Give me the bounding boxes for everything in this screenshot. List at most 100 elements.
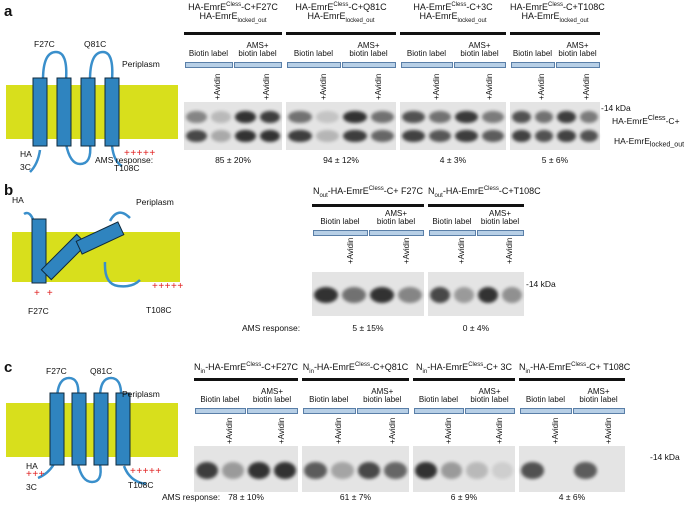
lane-box-c2-2 xyxy=(356,408,409,414)
avidin-label-a1-2: +Avidin xyxy=(262,73,272,100)
avidin-label-c3-2: +Avidin xyxy=(494,417,504,444)
ams-response-label-b: AMS response: xyxy=(242,323,301,333)
helix-a1 xyxy=(32,77,48,147)
blot-a2 xyxy=(286,102,396,150)
lane-box-b1-2 xyxy=(369,230,424,236)
band-a4-3-2 xyxy=(557,129,576,143)
group-heading-c4: Nin-HA-EmrECless-C+ T108C xyxy=(519,362,631,375)
lane-label-b2-2: AMS+ biotin label xyxy=(480,209,520,227)
ams-response-a3: 4 ± 3% xyxy=(439,155,467,165)
band-a1-2-1 xyxy=(210,110,231,124)
avidin-label-a2-2: +Avidin xyxy=(374,73,384,100)
band-a4-4-1 xyxy=(579,110,598,124)
band-b1-4-1 xyxy=(398,287,422,304)
ha-tail-a xyxy=(29,149,42,173)
lane-label-b1-1: Biotin label xyxy=(320,217,360,226)
avidin-label-c4-2: +Avidin xyxy=(603,417,613,444)
lane-label-a1-1: Biotin label xyxy=(188,49,229,58)
ams-response-c3: 6 ± 9% xyxy=(450,492,478,502)
ams-response-label-c: AMS response: xyxy=(162,492,221,502)
band-a4-3-1 xyxy=(557,110,576,124)
group-bar-a4 xyxy=(510,32,600,35)
avidin-label-a3-1: +Avidin xyxy=(431,73,441,100)
band-a1-2-2 xyxy=(210,129,231,143)
band-a4-1-2 xyxy=(512,129,531,143)
avidin-label-b1-1: +Avidin xyxy=(345,237,355,264)
panel-label-c: c xyxy=(4,359,13,376)
diagram-c-label-t108c: T108C xyxy=(128,480,154,490)
avidin-label-b2-1: +Avidin xyxy=(456,237,466,264)
diagram-c xyxy=(6,376,178,486)
lane-label-b2-1: Biotin label xyxy=(432,217,472,226)
band-c2-2-1 xyxy=(330,462,354,479)
band-c4-3-1 xyxy=(574,462,597,479)
lane-box-a1-1 xyxy=(185,62,233,68)
lane-label-a4-2: AMS+ biotin label xyxy=(558,41,597,59)
ha-tail-c xyxy=(37,463,56,480)
c-tail-c xyxy=(122,465,147,486)
blot-a3 xyxy=(400,102,506,150)
lane-box-c4-1 xyxy=(520,408,572,414)
group-bar-b2 xyxy=(428,204,524,207)
band-b2-3-1 xyxy=(478,287,498,304)
group-heading-a4: HA-EmrECless-C+T108C HA-EmrElocked_out xyxy=(510,2,605,25)
band-a3-1-1 xyxy=(402,110,425,124)
band-a2-4-1 xyxy=(370,110,394,124)
band-a1-1-2 xyxy=(186,129,207,143)
band-c3-4-1 xyxy=(491,462,513,479)
band-c1-1-1 xyxy=(196,462,218,479)
blot-a1 xyxy=(184,102,282,150)
loop-a2 xyxy=(64,143,92,166)
lane-box-a4-1 xyxy=(511,62,555,68)
band-c3-1-1 xyxy=(415,462,437,479)
helix-a3 xyxy=(80,77,96,147)
lane-box-c4-2 xyxy=(573,408,625,414)
ams-response-label-a: AMS response: xyxy=(95,155,154,165)
band-b1-3-1 xyxy=(370,287,394,304)
band-a2-1-2 xyxy=(288,129,312,143)
band-a3-3-2 xyxy=(455,129,478,143)
band-c2-4-1 xyxy=(384,462,407,479)
lane-label-c1-2: AMS+ biotin label xyxy=(252,387,292,405)
lane-label-c2-2: AMS+ biotin label xyxy=(363,387,402,405)
group-bar-c1 xyxy=(194,378,298,381)
diagram-a-label-q81c: Q81C xyxy=(84,39,107,49)
band-a2-2-2 xyxy=(315,129,339,143)
band-label-a-upper: HA-EmrECless-C+ xyxy=(612,114,680,126)
marker-c: -14 kDa xyxy=(650,452,680,462)
diagram-b-label-f27c: F27C xyxy=(28,306,49,316)
avidin-label-c2-1: +Avidin xyxy=(334,417,344,444)
ams-response-c2: 61 ± 7% xyxy=(339,492,372,502)
band-a4-4-2 xyxy=(579,129,598,143)
helix-b1 xyxy=(31,218,47,284)
group-bar-a1 xyxy=(184,32,282,35)
band-a1-4-1 xyxy=(259,110,280,124)
band-c1-4-1 xyxy=(274,462,296,479)
panel-label-b: b xyxy=(4,182,14,199)
diagram-a-label-t108c: T108C xyxy=(114,163,140,173)
helix-c1 xyxy=(49,392,65,466)
group-bar-c3 xyxy=(413,378,515,381)
ams-response-a1: 85 ± 20% xyxy=(215,155,251,165)
diagram-a-charges: +++++ xyxy=(124,148,156,159)
band-a2-1-1 xyxy=(288,110,312,124)
avidin-label-b1-2: +Avidin xyxy=(401,237,411,264)
helix-a2 xyxy=(56,77,72,147)
group-heading-c1: Nin-HA-EmrECless-C+F27C xyxy=(194,362,298,375)
lane-label-c1-1: Biotin label xyxy=(200,395,240,404)
ams-response-b1: 5 ± 15% xyxy=(352,323,384,333)
helix-c2 xyxy=(71,392,87,466)
lane-box-a4-2 xyxy=(556,62,600,68)
lane-box-b2-2 xyxy=(477,230,524,236)
group-heading-b2: Nout-HA-EmrECless-C+T108C xyxy=(428,186,541,199)
diagram-b-label-periplasm: Periplasm xyxy=(136,197,174,207)
loop-c2 xyxy=(76,463,102,484)
lane-label-a4-1: Biotin label xyxy=(512,49,553,58)
helix-a4 xyxy=(104,77,120,147)
diagram-a xyxy=(6,50,178,173)
band-a1-3-1 xyxy=(235,110,256,124)
avidin-label-a4-2: +Avidin xyxy=(581,73,591,100)
band-a2-3-2 xyxy=(343,129,367,143)
lane-box-c2-1 xyxy=(303,408,356,414)
avidin-label-c3-1: +Avidin xyxy=(443,417,453,444)
